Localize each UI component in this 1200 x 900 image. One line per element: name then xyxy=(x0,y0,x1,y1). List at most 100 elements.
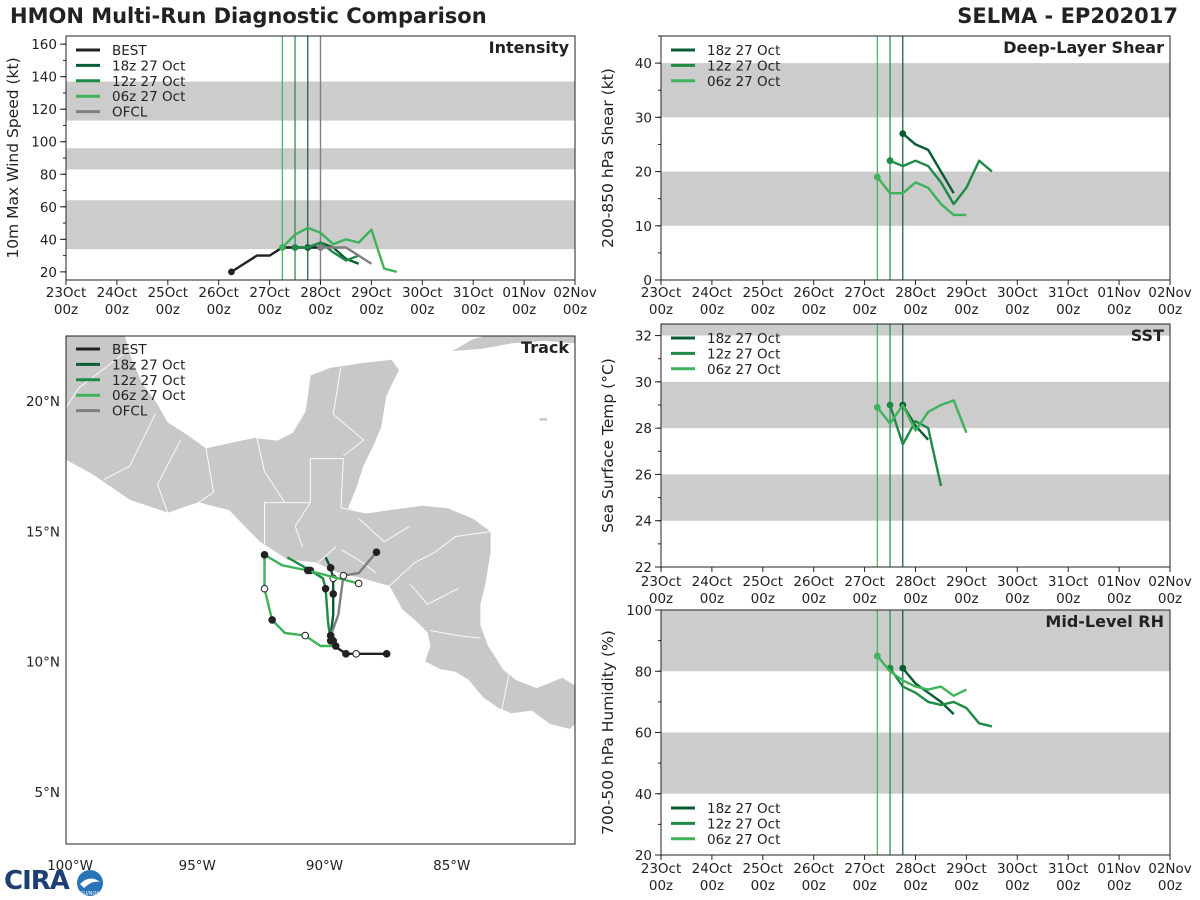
shear-series-06z-27-oct xyxy=(876,176,967,217)
shear-x-tick-label: 26Oct xyxy=(793,285,834,301)
shear-y-axis-label: 200-850 hPa Shear (kt) xyxy=(599,68,617,248)
rh-x-tick-label: 29Oct xyxy=(946,861,987,877)
track-point-06z-27-oct xyxy=(354,579,363,588)
rh-x-tick-sublabel: 00z xyxy=(1005,878,1029,894)
sst-x-tick-label: 24Oct xyxy=(692,574,733,590)
sst-panel: 22242628303223Oct00z24Oct00z25Oct00z26Oc… xyxy=(599,323,1192,607)
rh-x-tick-sublabel: 00z xyxy=(649,878,673,894)
track-point-12z-27-oct xyxy=(321,584,330,593)
sst-y-tick-label: 32 xyxy=(635,329,652,345)
intensity-x-tick-sublabel: 00z xyxy=(461,302,485,318)
shear-init-point-12z-27-oct xyxy=(886,157,894,165)
intensity-x-tick-label: 02Nov xyxy=(553,285,597,301)
track-point-best xyxy=(342,650,350,658)
track-border-line xyxy=(343,439,365,457)
sst-x-tick-sublabel: 00z xyxy=(802,591,826,607)
track-border-line xyxy=(388,530,492,587)
track-lon-label: 85°W xyxy=(433,858,470,874)
intensity-series-ofcl xyxy=(320,246,373,265)
shear-x-tick-label: 29Oct xyxy=(946,285,987,301)
track-legend-label: BEST xyxy=(112,342,147,358)
track-lat-label: 10°N xyxy=(26,655,60,671)
track-map-layer xyxy=(66,336,575,780)
track-point-06z-27-oct xyxy=(301,631,310,640)
intensity-x-tick-sublabel: 00z xyxy=(410,302,434,318)
intensity-y-axis-label: 10m Max Wind Speed (kt) xyxy=(4,57,22,258)
sst-y-tick-label: 24 xyxy=(635,514,652,530)
intensity-panel-title: Intensity xyxy=(489,38,570,57)
track-point-18z-27-oct xyxy=(329,590,338,598)
storm-id-title: SELMA - EP202017 xyxy=(957,4,1178,28)
intensity-init-point-12z-27-oct xyxy=(291,244,299,251)
intensity-y-tick-label: 20 xyxy=(40,265,57,281)
intensity-panel: 2040608010012014016023Oct00z24Oct00z25Oc… xyxy=(4,35,597,318)
track-border-line xyxy=(264,457,344,545)
track-point-ofcl xyxy=(372,548,381,557)
track-lat-label: 5°N xyxy=(35,785,60,801)
rh-legend-label: 12z 27 Oct xyxy=(707,816,780,832)
sst-band xyxy=(661,324,1170,336)
intensity-legend-label: 06z 27 Oct xyxy=(112,89,185,105)
shear-legend-label: 12z 27 Oct xyxy=(707,58,780,74)
intensity-init-point-ofcl xyxy=(317,244,324,251)
track-panel-title: Track xyxy=(521,338,569,357)
track-border-line xyxy=(340,507,367,514)
track-panel: 5°N 10°N 15°N 20°N 100°W 95°W 90°W 85°W Track BES… xyxy=(26,335,576,874)
sst-x-tick-sublabel: 00z xyxy=(649,591,673,607)
rh-x-tick-label: 25Oct xyxy=(743,861,784,877)
track-point-06z-27-oct xyxy=(303,566,312,575)
sst-series-12z-27-oct xyxy=(888,404,943,487)
rh-x-tick-label: 30Oct xyxy=(997,861,1038,877)
track-point-ofcl xyxy=(326,631,335,640)
rh-x-tick-label: 28Oct xyxy=(895,861,936,877)
track-border-line xyxy=(500,674,510,714)
shear-x-tick-label: 24Oct xyxy=(692,285,733,301)
track-legend-label: 12z 27 Oct xyxy=(112,373,185,389)
track-point-06z-27-oct xyxy=(260,584,269,593)
sst-x-tick-sublabel: 00z xyxy=(700,591,724,607)
rh-x-tick-sublabel: 00z xyxy=(1056,878,1080,894)
rh-x-tick-sublabel: 00z xyxy=(1107,878,1131,894)
track-border-line xyxy=(358,518,410,543)
sst-legend-label: 18z 27 Oct xyxy=(707,331,780,347)
track-border-line xyxy=(409,583,459,605)
track-lon-label: 95°W xyxy=(179,858,216,874)
track-border-line xyxy=(294,502,311,548)
shear-x-tick-sublabel: 00z xyxy=(1056,302,1080,318)
shear-x-tick-label: 28Oct xyxy=(895,285,936,301)
track-border-line xyxy=(103,414,156,480)
track-border-line xyxy=(340,549,377,574)
track-border-line xyxy=(340,458,344,508)
intensity-x-tick-sublabel: 00z xyxy=(359,302,383,318)
track-legend-label: 06z 27 Oct xyxy=(112,388,185,404)
rh-panel: 2040608010023Oct00z24Oct00z25Oct00z26Oct… xyxy=(599,603,1192,894)
rh-x-tick-label: 26Oct xyxy=(793,861,834,877)
sst-legend-label: 12z 27 Oct xyxy=(707,346,780,362)
rh-panel-title: Mid-Level RH xyxy=(1045,612,1164,631)
sst-y-tick-label: 28 xyxy=(635,421,652,437)
sst-x-tick-sublabel: 00z xyxy=(1005,591,1029,607)
rh-legend-label: 18z 27 Oct xyxy=(707,801,780,817)
intensity-x-tick-label: 25Oct xyxy=(148,285,189,301)
sst-y-tick-label: 26 xyxy=(635,467,652,483)
intensity-y-tick-label: 140 xyxy=(31,70,57,86)
track-point-06z-27-oct xyxy=(260,551,269,559)
shear-x-tick-sublabel: 00z xyxy=(1005,302,1029,318)
rh-y-tick-label: 40 xyxy=(635,787,652,803)
sst-x-tick-label: 27Oct xyxy=(844,574,885,590)
shear-x-tick-label: 30Oct xyxy=(997,285,1038,301)
shear-x-tick-sublabel: 00z xyxy=(903,302,927,318)
rh-x-tick-label: 31Oct xyxy=(1048,861,1089,877)
sst-x-tick-label: 28Oct xyxy=(895,574,936,590)
intensity-x-tick-label: 26Oct xyxy=(198,285,239,301)
intensity-y-tick-label: 100 xyxy=(31,135,57,151)
intensity-y-tick-label: 80 xyxy=(40,167,57,183)
sst-x-tick-sublabel: 00z xyxy=(903,591,927,607)
rh-x-tick-sublabel: 00z xyxy=(700,878,724,894)
shear-x-tick-sublabel: 00z xyxy=(649,302,673,318)
intensity-y-tick-label: 60 xyxy=(40,200,57,216)
shear-band xyxy=(661,63,1170,118)
shear-panel-title: Deep-Layer Shear xyxy=(1003,38,1164,57)
rh-y-tick-label: 60 xyxy=(635,726,652,742)
